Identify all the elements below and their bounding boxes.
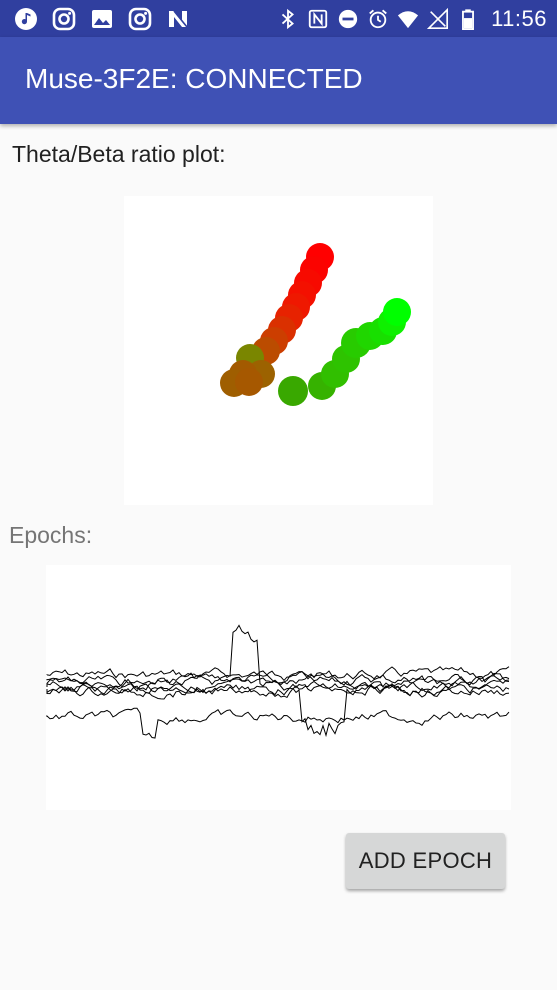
epoch-trace <box>46 677 510 696</box>
epoch-trace <box>46 670 510 688</box>
battery-icon <box>462 8 475 30</box>
status-bar: 11:56 <box>0 0 557 37</box>
ratio-plot <box>124 196 433 505</box>
instagram-icon <box>52 7 76 30</box>
image-icon <box>92 9 112 28</box>
app-title: Muse-3F2E: CONNECTED <box>25 63 363 94</box>
bluetooth-icon <box>281 8 295 29</box>
alarm-icon <box>369 9 387 28</box>
epoch-trace <box>46 624 510 691</box>
system-status-icons: 11:56 <box>277 0 547 37</box>
epoch-trace <box>46 707 510 739</box>
do-not-disturb-icon <box>338 9 358 28</box>
n-app-icon <box>169 9 188 28</box>
wifi-icon <box>397 10 419 28</box>
instagram-icon <box>128 7 152 30</box>
add-epoch-button[interactable]: ADD EPOCH <box>346 833 505 889</box>
epoch-trace <box>46 683 510 738</box>
app-bar: Muse-3F2E: CONNECTED <box>0 37 557 124</box>
music-note-icon <box>15 7 37 30</box>
no-signal-icon <box>427 7 449 29</box>
status-time: 11:56 <box>491 5 547 31</box>
epochs-label: Epochs: <box>9 522 93 548</box>
notification-icons <box>14 0 204 37</box>
ratio-plot-label: Theta/Beta ratio plot: <box>12 141 226 167</box>
epoch-traces <box>46 624 510 739</box>
nfc-icon <box>308 9 328 28</box>
epoch-plot <box>46 565 511 810</box>
